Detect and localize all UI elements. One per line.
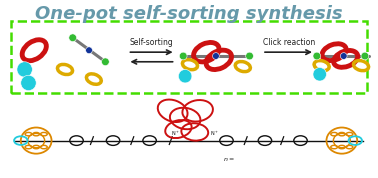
Circle shape	[246, 52, 253, 60]
Circle shape	[313, 67, 327, 81]
Circle shape	[86, 47, 92, 54]
Text: $n=$: $n=$	[223, 156, 234, 163]
Text: Self-sorting: Self-sorting	[130, 38, 174, 47]
Circle shape	[178, 69, 192, 83]
Circle shape	[313, 52, 321, 60]
Circle shape	[69, 34, 76, 42]
Circle shape	[21, 75, 36, 91]
Text: Click reaction: Click reaction	[263, 38, 315, 47]
Circle shape	[361, 52, 369, 60]
Text: $\rm N^+$: $\rm N^+$	[171, 129, 180, 138]
Bar	[11, 21, 367, 93]
Circle shape	[102, 58, 109, 66]
Text: $\rm N^+$: $\rm N^+$	[209, 129, 218, 138]
Circle shape	[180, 52, 187, 60]
Circle shape	[340, 53, 347, 59]
Text: One-pot self-sorting synthesis: One-pot self-sorting synthesis	[35, 5, 343, 23]
Circle shape	[212, 53, 219, 59]
Circle shape	[17, 62, 33, 77]
